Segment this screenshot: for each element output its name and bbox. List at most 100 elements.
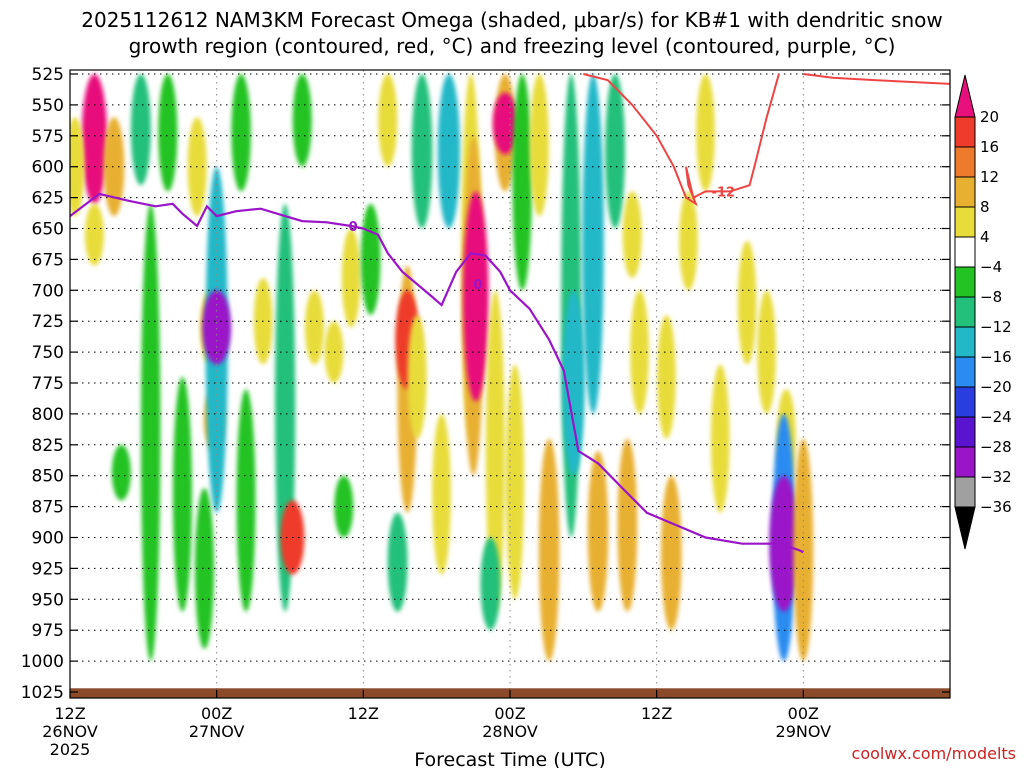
omega-cell (407, 315, 427, 439)
colorbar-segment (954, 116, 976, 148)
y-tick-label: 825 (32, 436, 64, 456)
colorbar-label: 20 (980, 108, 999, 126)
x-axis-label: Forecast Time (UTC) (414, 749, 605, 768)
x-tick-label-date: 26NOV (42, 722, 98, 741)
y-tick-label: 625 (32, 189, 64, 209)
colorbar-top-arrow (954, 74, 976, 118)
colorbar: 20 16 12 8 4 −4 −8 −12 −16 −20 −24 −28 −32 −36 (954, 74, 1012, 550)
omega-cell (710, 364, 730, 513)
y-tick-label: 950 (32, 590, 64, 610)
omega-cell (605, 74, 626, 229)
omega-cell (231, 74, 251, 192)
colorbar-label: −16 (980, 348, 1012, 366)
colorbar-label: −32 (980, 468, 1012, 486)
x-tick-label-time: 00Z (788, 704, 819, 723)
colorbar-segment (954, 146, 976, 178)
y-tick-label: 525 (32, 65, 64, 85)
y-tick-label: 750 (32, 343, 64, 363)
omega-cell (529, 74, 549, 217)
colorbar-segment (954, 236, 976, 268)
colorbar-label: 8 (980, 198, 990, 216)
omega-cell (437, 74, 461, 229)
y-tick-label: 850 (32, 467, 64, 487)
omega-cell (202, 290, 232, 365)
x-tick-label-time: 12Z (348, 704, 379, 723)
x-tick-label-year: 2025 (50, 740, 91, 759)
omega-cell (587, 450, 609, 612)
omega-cell (737, 240, 757, 365)
colorbar-segment (954, 266, 976, 298)
omega-cell (512, 73, 532, 291)
colorbar-label: −8 (980, 288, 1002, 306)
colorbar-label: −4 (980, 258, 1002, 276)
omega-cell (622, 191, 642, 278)
colorbar-label: −28 (980, 438, 1012, 456)
y-tick-label: 575 (32, 127, 64, 147)
omega-cell (158, 74, 178, 192)
colorbar-segment (954, 296, 976, 328)
y-tick-label: 725 (32, 312, 64, 332)
omega-cell (334, 475, 354, 538)
omega-cell (411, 74, 433, 229)
colorbar-label: 4 (980, 228, 990, 246)
omega-cell (793, 438, 814, 662)
omega-cell (657, 315, 676, 439)
dgz-contour-line (583, 73, 780, 207)
omega-cell (505, 364, 525, 600)
colorbar-segment (954, 206, 976, 238)
credit-text: coolwx.com/modelts (852, 744, 1016, 763)
omega-cell (341, 228, 361, 328)
y-tick-label: 900 (32, 529, 64, 549)
contour-layer: -12 0 0 (70, 73, 950, 554)
colorbar-segment (954, 416, 976, 448)
colorbar-label: 12 (980, 168, 999, 186)
y-tick-label: 925 (32, 559, 64, 579)
y-tick-label: 1000 (21, 652, 64, 672)
y-axis-ticks: 525 550 575 600 625 650 675 700 725 750 775 800 825 8… (21, 65, 950, 703)
omega-cell (679, 191, 698, 291)
omega-cell (480, 537, 501, 631)
omega-cell (378, 74, 398, 167)
x-tick-label-date: 28NOV (482, 722, 538, 741)
omega-cell (769, 475, 799, 612)
x-tick-label-time: 00Z (494, 704, 525, 723)
colorbar-label: −24 (980, 408, 1012, 426)
dgz-contour-line-upper (803, 73, 950, 85)
colorbar-label: 16 (980, 138, 999, 156)
omega-cell (172, 376, 192, 612)
omega-cell (432, 413, 451, 575)
y-tick-label: 600 (32, 158, 64, 178)
omega-cell (81, 74, 108, 204)
omega-cell (492, 92, 518, 155)
omega-cell (140, 203, 161, 662)
omega-cell (236, 389, 256, 612)
omega-cell (661, 475, 682, 631)
chart-title-line-2: growth region (contoured, red, °C) and f… (129, 34, 896, 58)
omega-cell (111, 444, 131, 501)
y-tick-label: 800 (32, 405, 64, 425)
omega-cell (562, 290, 585, 476)
y-tick-label: 650 (32, 220, 64, 240)
y-tick-label: 550 (32, 96, 64, 116)
omega-cell (130, 74, 151, 186)
omega-cell (538, 438, 560, 662)
y-tick-label: 700 (32, 281, 64, 301)
x-tick-label-time: 12Z (54, 704, 85, 723)
omega-cell (617, 438, 638, 612)
x-tick-label-time: 12Z (641, 704, 672, 723)
colorbar-segment (954, 476, 976, 508)
x-tick-label-date: 27NOV (189, 722, 245, 741)
omega-cell (84, 203, 104, 266)
chart-title-line-1: 2025112612 NAM3KM Forecast Omega (shaded… (81, 8, 942, 32)
colorbar-segment (954, 446, 976, 478)
colorbar-segment (954, 326, 976, 358)
y-tick-label: 775 (32, 374, 64, 394)
omega-cell (485, 290, 505, 612)
omega-cell (292, 74, 312, 167)
omega-cell (103, 117, 125, 217)
omega-cell (582, 74, 604, 414)
x-tick-label-date: 29NOV (776, 722, 832, 741)
y-tick-label: 975 (32, 621, 64, 641)
omega-cell (696, 74, 715, 192)
